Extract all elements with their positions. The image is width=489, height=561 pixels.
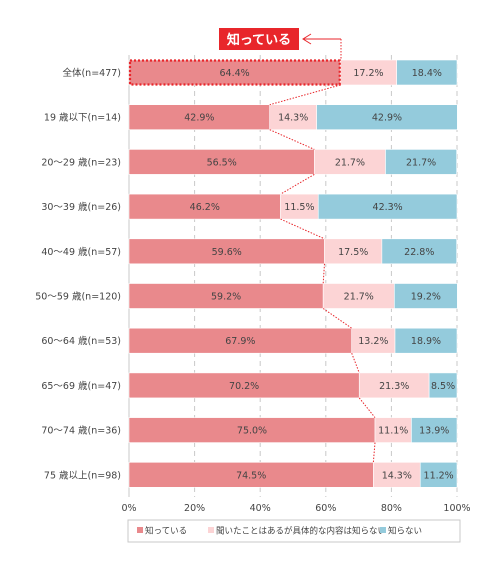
bar-segment [428, 372, 458, 399]
bars: 64.4% 17.2% 18.4% 42.9% 14.3% 42.9% 56.5% 21.7%… [128, 59, 458, 488]
category-label: 30～39 歳(n=26) [41, 201, 121, 213]
data-label: 21.7% [344, 292, 374, 303]
bar-segment [322, 283, 395, 309]
data-label: 46.2% [190, 202, 220, 213]
category-label: 65～69 歳(n=47) [41, 380, 121, 392]
connector-segment [372, 442, 376, 463]
connector-segment [322, 263, 325, 284]
category-label: 70～74 歳(n=36) [41, 425, 121, 437]
bar-segment [381, 238, 457, 265]
data-label: 74.5% [236, 470, 266, 481]
x-tick-label: 0% [121, 503, 136, 514]
x-tick-label: 100% [443, 503, 470, 514]
callout: 知っている [219, 28, 342, 60]
bar-segment [374, 417, 412, 443]
data-label: 13.9% [419, 426, 449, 437]
data-label: 42.9% [372, 113, 402, 124]
connector-segment [280, 218, 325, 240]
connector-segment [280, 173, 315, 195]
data-label: 13.2% [358, 336, 388, 347]
bar-segment [394, 283, 458, 309]
connector-line [269, 84, 376, 463]
data-label: 64.4% [220, 68, 250, 79]
bar-segment [128, 372, 360, 399]
category-labels: 全体(n=477) 19 歳以下(n=14) 20～29 歳(n=23) 30～39 … [35, 67, 121, 481]
bar-segment [339, 59, 397, 86]
legend-label: 聞いたことはあるが具体的な内容は知らない [216, 526, 386, 537]
data-label: 11.5% [284, 202, 314, 213]
bar-segment [128, 283, 324, 309]
data-label: 21.3% [379, 381, 409, 392]
legend-swatch [137, 527, 143, 533]
bar-segment [269, 104, 317, 130]
data-label: 18.4% [412, 68, 442, 79]
data-label: 14.3% [382, 470, 412, 481]
category-label: 75 歳以上(n=98) [44, 469, 121, 481]
bar-segment [317, 193, 458, 220]
callout-arrow-head [302, 33, 312, 45]
category-label: 60～64 歳(n=53) [41, 335, 121, 347]
legend-frame [127, 519, 461, 543]
legend-label: 知っている [145, 526, 187, 537]
category-label: 40～49 歳(n=57) [41, 246, 121, 258]
bar-segment [396, 59, 458, 86]
x-tick-labels: 0% 20% 40% 60% 80% 100% [121, 503, 470, 514]
data-label: 56.5% [207, 157, 237, 168]
bar-segment [419, 461, 458, 488]
bar-segment [316, 104, 458, 130]
category-label: 20～29 歳(n=23) [41, 156, 121, 168]
connector-segment [358, 397, 376, 418]
bar-segment [128, 59, 341, 86]
bar-segment [128, 104, 271, 130]
data-label: 42.9% [184, 113, 214, 124]
data-label: 17.5% [338, 247, 368, 258]
bar-segment [385, 149, 457, 175]
connector-segment [351, 353, 360, 374]
legend-swatch [208, 527, 214, 533]
category-label: 全体(n=477) [62, 67, 121, 79]
data-label: 18.9% [411, 336, 441, 347]
connector-segment [322, 308, 352, 329]
category-label: 50～59 歳(n=120) [35, 291, 121, 303]
bar-segment [128, 238, 325, 265]
bar-segment [351, 327, 396, 354]
highlight-box [128, 59, 341, 86]
data-label: 42.3% [373, 202, 403, 213]
data-label: 8.5% [431, 381, 455, 392]
data-label: 19.2% [411, 292, 441, 303]
connector-segment [269, 129, 315, 150]
legend-label: 知らない [388, 526, 422, 537]
bar-segment [280, 193, 319, 220]
category-label: 19 歳以下(n=14) [44, 112, 121, 124]
data-label: 22.8% [404, 247, 434, 258]
x-tick-label: 40% [250, 503, 271, 514]
data-label: 75.0% [237, 426, 267, 437]
callout-box [219, 28, 299, 50]
bar-segment [314, 149, 386, 175]
data-label: 14.3% [278, 113, 308, 124]
legend-swatch [380, 527, 386, 533]
data-label: 11.1% [378, 426, 408, 437]
bar-segment [128, 327, 353, 354]
data-label: 21.7% [406, 157, 436, 168]
bar-segment [394, 327, 458, 354]
data-label: 21.7% [335, 157, 365, 168]
data-label: 11.2% [424, 470, 454, 481]
x-tick-label: 20% [184, 503, 205, 514]
bar-segment [411, 417, 458, 443]
x-tick-label: 80% [381, 503, 402, 514]
legend: 知っている 聞いたことはあるが具体的な内容は知らない 知らない [127, 519, 461, 543]
connector-segment [269, 84, 341, 106]
bar-segment [128, 149, 315, 175]
data-label: 17.2% [353, 68, 383, 79]
callout-label: 知っている [227, 32, 291, 48]
data-label: 59.2% [211, 292, 241, 303]
data-label: 59.6% [212, 247, 242, 258]
data-label: 67.9% [225, 336, 255, 347]
data-label: 70.2% [229, 381, 259, 392]
bar-segment [128, 461, 374, 488]
x-tick-label: 60% [315, 503, 336, 514]
